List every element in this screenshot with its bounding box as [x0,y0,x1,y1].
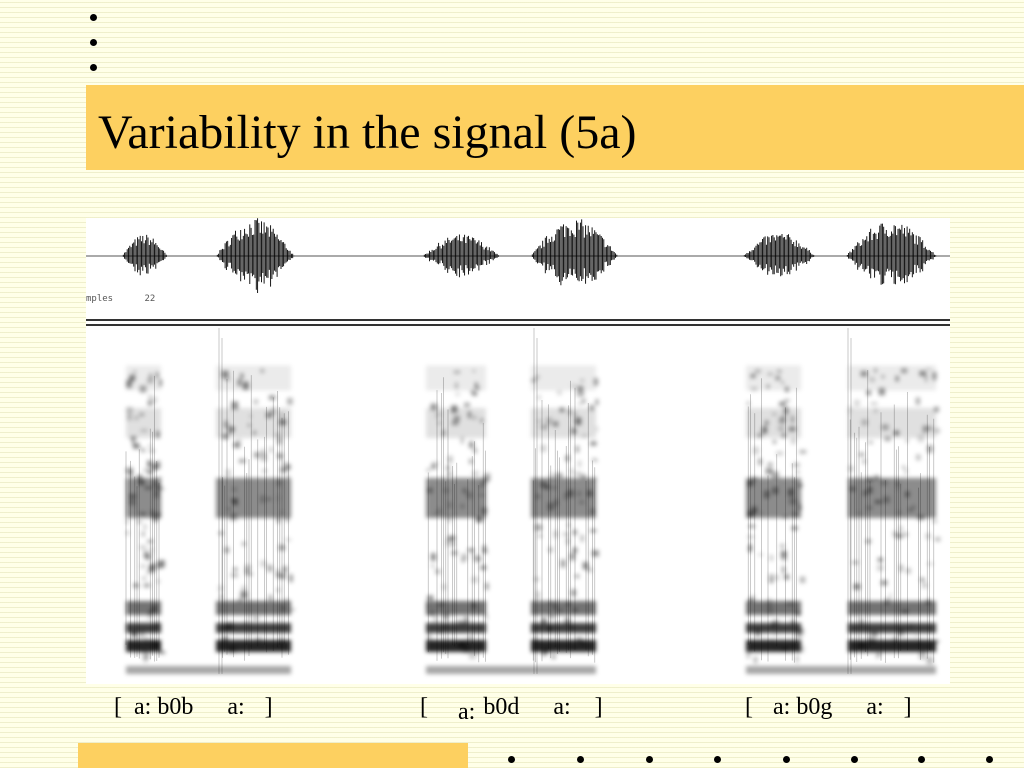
bottom-accent-bar [78,743,468,768]
bullet-dot [851,756,858,763]
slide-title: Variability in the signal (5a) [98,106,637,159]
spectrogram-panel [125,328,941,674]
bullet-dot [577,756,584,763]
samples-value: 22 [144,294,156,304]
title-bar: Variability in the signal (5a) [86,85,1024,170]
transcription-2: [ a: b0d a: ] [420,694,603,725]
samples-label: mples 22 [86,294,155,304]
bullet-dot [90,39,97,46]
transcription-3: [ a: b0g a: ] [745,694,912,721]
panel-separator [86,319,950,321]
bullet-dot [986,756,993,763]
bullet-dot [918,756,925,763]
bracket-close: ] [594,694,603,720]
bracket-close: ] [264,694,273,720]
bullet-dot [90,14,97,21]
bullet-dot [646,756,653,763]
bracket-open: [ [114,694,122,720]
bullet-dot [508,756,515,763]
waveform-spectrogram-figure: mples 22 [86,218,950,684]
bullet-dot [783,756,790,763]
transcription-part: a: [866,694,884,720]
bracket-close: ] [903,694,912,720]
bullet-dot [714,756,721,763]
samples-label-text: mples [86,294,114,304]
bracket-open: [ [745,694,753,720]
transcription-part: a: [227,694,245,720]
transcription-1: [ a: b0b a: ] [114,694,273,721]
transcription-part: b0d [483,694,520,720]
bracket-open: [ [420,694,428,720]
transcription-part: a: [458,699,476,725]
bullet-dot [90,64,97,71]
waveform-panel [86,218,950,293]
transcription-part: a: b0g [773,694,833,720]
transcription-part: a: [553,694,571,720]
transcription-part: a: b0b [134,694,194,720]
panel-separator [86,324,950,326]
